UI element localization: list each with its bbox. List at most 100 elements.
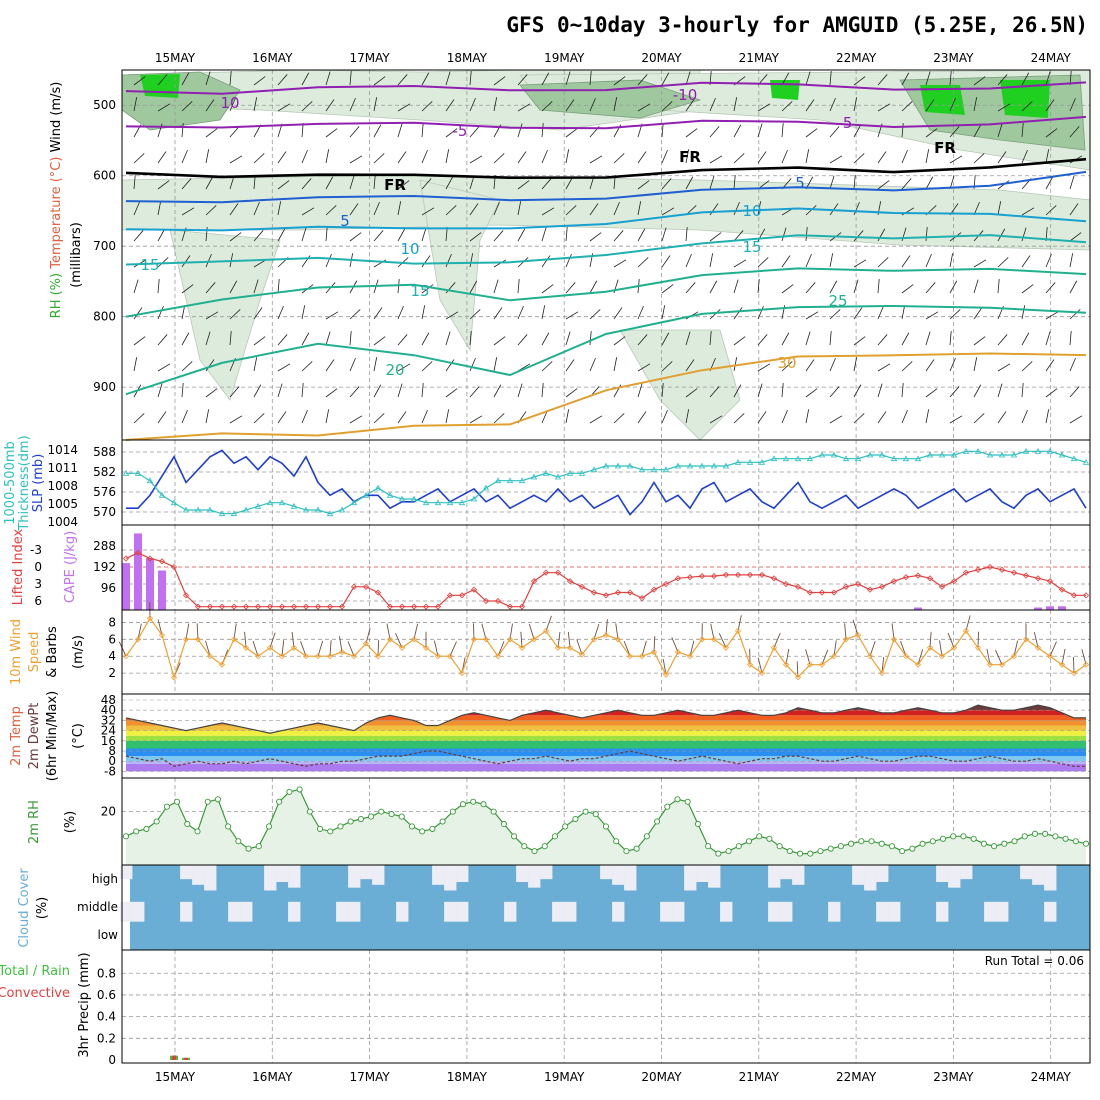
wind-barb	[1069, 232, 1082, 242]
wind-speed-point	[914, 661, 922, 668]
wind-barb	[325, 331, 331, 346]
cape-bar	[158, 570, 166, 610]
wind-barb	[349, 232, 362, 242]
wind-barb	[445, 99, 455, 112]
wind-speed-point	[362, 640, 370, 647]
contour-label: 20	[385, 361, 404, 379]
wind-barb	[277, 180, 290, 190]
wind-speed-point	[866, 653, 874, 660]
wind-barb	[325, 227, 328, 242]
wind-barb	[469, 280, 478, 294]
wind-barb	[1081, 649, 1087, 665]
rh-point	[122, 833, 130, 840]
wind-barb	[421, 72, 430, 86]
wind-speed-point	[842, 636, 850, 643]
wind-speed-point	[950, 644, 958, 651]
wind-barb	[781, 101, 793, 112]
cloud-mid-gap	[552, 901, 565, 922]
thickness-point	[638, 466, 646, 473]
wind-barb	[301, 207, 315, 216]
wind-barb	[185, 623, 190, 640]
wind-barb	[901, 123, 904, 138]
wind-barb	[613, 97, 618, 112]
wind-barb	[613, 307, 623, 320]
wind-barb	[229, 280, 238, 294]
lifted-index-point	[782, 580, 790, 588]
thickness-point	[1046, 448, 1054, 454]
dewpoint-ylabel: 2m DewPt	[27, 703, 42, 770]
wind-speed-point	[770, 644, 778, 651]
wind-barb	[1061, 648, 1066, 665]
wind-barb	[1045, 71, 1051, 86]
date-label-top: 20MAY	[641, 51, 682, 65]
wind-speed-point	[230, 636, 238, 643]
wind-barb	[229, 71, 232, 86]
wind-barb	[853, 259, 867, 268]
wind-barb	[986, 648, 991, 665]
wind-barb	[373, 175, 376, 190]
wind-barb	[973, 259, 987, 268]
lifted-index-point	[1046, 578, 1054, 585]
wind-speed-point	[386, 636, 394, 643]
contour-label: 10	[400, 240, 419, 258]
wind-barb	[541, 361, 553, 372]
wind-speed-point	[794, 674, 802, 681]
thickness-point	[434, 499, 442, 506]
temp-line	[125, 704, 1086, 734]
wind-barb	[973, 307, 983, 320]
wind-barb	[925, 71, 931, 86]
wind-barb	[757, 363, 771, 372]
lifted-index-point	[650, 586, 658, 593]
wind-barb	[421, 383, 424, 398]
thickness-point	[338, 506, 346, 513]
rh-point	[756, 833, 763, 840]
lifted-index-point	[770, 575, 778, 582]
date-label-bottom: 15MAY	[155, 1070, 196, 1084]
cape-ylabel: CAPE (J/kg)	[63, 531, 78, 603]
wind-barb	[157, 180, 170, 190]
wind-barb	[373, 76, 386, 86]
precip-ylabel: 3hr Precip (mm)	[77, 952, 92, 1057]
run-total: Run Total = 0.06	[985, 954, 1084, 968]
thickness-point	[506, 477, 514, 484]
wind-barb	[181, 332, 190, 346]
thickness-tick: 570	[93, 505, 116, 519]
thickness-point	[854, 455, 862, 462]
wind-barb	[733, 279, 739, 294]
wind-barb	[229, 331, 232, 346]
wind-barb	[973, 124, 982, 138]
lifted-index-point	[542, 569, 550, 576]
wind-speed-point	[314, 653, 322, 660]
wind-barb	[373, 201, 380, 216]
wind-barb	[301, 227, 307, 242]
precip-tick: 0.6	[97, 988, 116, 1002]
wind-barb	[997, 334, 1008, 346]
wind-barb	[925, 311, 939, 320]
wind-barb	[1045, 359, 1055, 372]
rh-point	[980, 840, 987, 847]
wind-barb	[1021, 227, 1027, 242]
isotherm-20	[125, 267, 1087, 318]
wind-barb	[157, 411, 167, 424]
rh-point	[582, 808, 589, 815]
cloud-mid-gap	[120, 901, 133, 922]
wind-barb	[1045, 253, 1052, 268]
wind-speed-point	[302, 653, 310, 660]
ylabel-part: RH (%)	[49, 269, 64, 319]
cloud-mid-gap	[984, 901, 997, 922]
wind-speed-point	[734, 627, 742, 634]
wind-barb	[205, 128, 218, 138]
rh-point	[868, 838, 875, 845]
lifted-index-point	[350, 583, 358, 590]
wind-barb	[613, 76, 626, 86]
thickness-point	[818, 451, 826, 458]
wind-barb	[685, 282, 696, 294]
wind-barb	[901, 305, 906, 320]
wind-barb	[253, 279, 259, 294]
rh-point	[970, 835, 977, 842]
wind-barb	[395, 632, 403, 648]
wind-barb	[253, 307, 263, 320]
wind-barb	[421, 409, 428, 424]
thickness-point	[230, 510, 238, 517]
isotherm-FR	[125, 157, 1087, 180]
